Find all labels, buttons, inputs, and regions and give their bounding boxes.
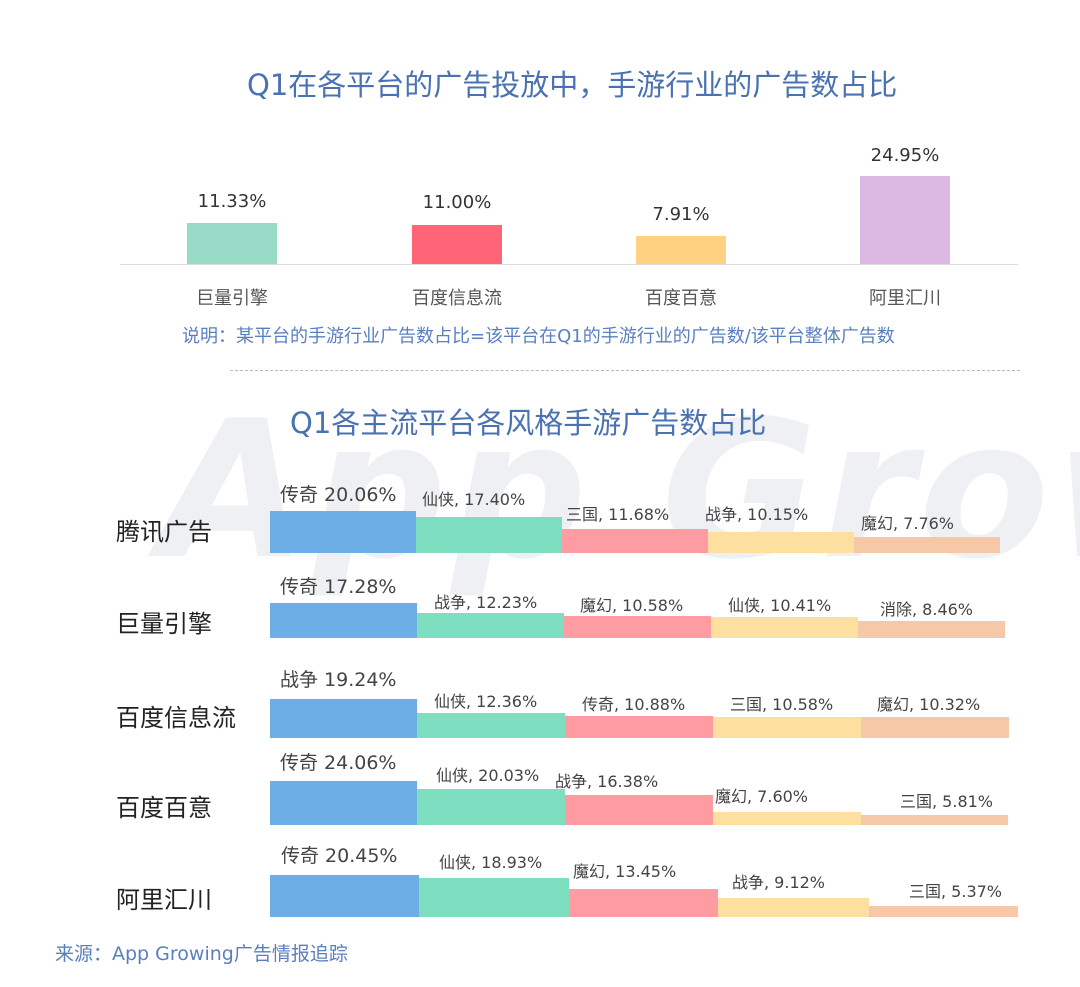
segment-rank-1 [270,699,417,738]
segment-label: 消除, 8.46% [880,600,974,619]
platform-label: 百度信息流 [116,704,236,732]
segment-label: 战争, 12.23% [434,593,538,612]
segment-label: 传奇 17.28% [280,576,397,598]
chart-note: 说明：某平台的手游行业广告数占比=该平台在Q1的手游行业的广告数/该平台整体广告… [182,326,895,347]
segment-label: 仙侠, 17.40% [422,490,526,509]
segment-rank-5 [861,815,1008,825]
bar-value-label: 7.91% [652,204,710,225]
segment-rank-3 [564,616,711,638]
source-caption: 来源：App Growing广告情报追踪 [55,943,348,965]
bottom-chart-title: Q1各主流平台各风格手游广告数占比 [290,406,767,440]
segment-label: 魔幻, 10.32% [877,695,981,714]
platform-label: 百度百意 [116,794,212,822]
segment-label: 三国, 10.58% [730,695,834,714]
x-axis-label: 巨量引擎 [196,288,268,309]
segment-label: 战争 19.24% [280,669,397,691]
segment-rank-3 [565,716,713,738]
segment-rank-1 [270,511,416,553]
segment-label: 三国, 11.68% [566,505,670,524]
segment-label: 仙侠, 10.41% [728,596,832,615]
x-axis-label: 百度百意 [645,288,717,309]
segment-rank-2 [416,517,562,553]
segment-rank-4 [711,617,858,638]
segment-label: 魔幻, 10.58% [580,596,684,615]
segment-rank-4 [713,717,861,738]
segment-rank-2 [417,613,564,638]
bar-value-label: 11.00% [422,192,492,213]
segment-rank-1 [270,875,419,917]
segment-label: 传奇 20.06% [280,484,397,506]
segment-rank-4 [718,898,869,917]
segment-label: 战争, 10.15% [705,505,809,524]
segment-label: 仙侠, 18.93% [439,853,543,872]
segment-rank-5 [854,537,1000,553]
watermark-logo: App Growing [160,380,1080,601]
bar-value-label: 24.95% [870,145,940,166]
segment-rank-4 [713,812,861,825]
segment-rank-5 [869,906,1018,917]
section-divider [230,370,1020,371]
bar-baidu-baiyi [636,236,726,264]
segment-label: 仙侠, 20.03% [436,766,540,785]
segment-rank-2 [417,713,565,738]
segment-rank-4 [708,532,854,553]
segment-rank-3 [569,889,718,917]
segment-label: 三国, 5.37% [909,882,1003,901]
segment-rank-2 [417,789,565,825]
segment-label: 传奇, 10.88% [582,695,686,714]
segment-label: 战争, 9.12% [732,873,826,892]
segment-label: 魔幻, 7.76% [861,514,955,533]
segment-label: 仙侠, 12.36% [434,692,538,711]
segment-rank-3 [562,529,708,553]
top-chart-title: Q1在各平台的广告投放中，手游行业的广告数占比 [247,68,898,102]
segment-label: 三国, 5.81% [900,792,994,811]
segment-label: 魔幻, 13.45% [573,862,677,881]
segment-rank-1 [270,781,417,825]
x-axis-label: 百度信息流 [412,288,502,309]
bar-juliang [187,223,277,264]
x-axis-line [120,264,1018,265]
bar-baidu-feed [412,225,502,264]
bar-value-label: 11.33% [197,191,267,212]
segment-label: 魔幻, 7.60% [715,787,809,806]
segment-label: 战争, 16.38% [555,772,659,791]
segment-rank-3 [565,795,713,825]
platform-label: 巨量引擎 [116,610,212,638]
segment-label: 传奇 20.45% [281,845,398,867]
segment-label: 传奇 24.06% [280,752,397,774]
segment-rank-1 [270,603,417,638]
segment-rank-5 [858,621,1005,638]
segment-rank-2 [419,878,569,917]
x-axis-label: 阿里汇川 [869,288,941,309]
bar-ali-huichuan [860,176,950,264]
platform-label: 阿里汇川 [116,886,212,914]
segment-rank-5 [861,717,1009,738]
platform-label: 腾讯广告 [116,518,212,546]
